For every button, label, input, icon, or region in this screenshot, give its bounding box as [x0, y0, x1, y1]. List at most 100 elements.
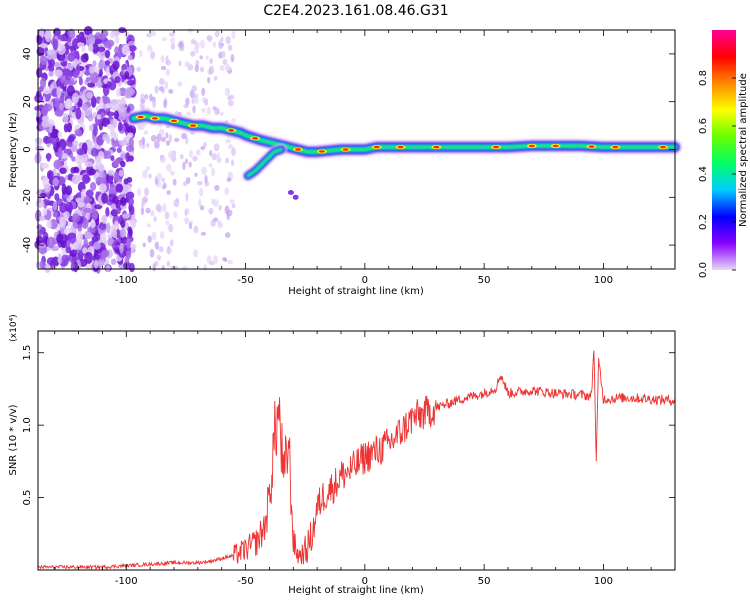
spectrogram-hotspot-core — [318, 150, 325, 153]
noise-blob — [231, 118, 236, 123]
noise-blob — [194, 96, 199, 105]
noise-blob — [169, 170, 175, 176]
noise-blob — [66, 85, 75, 97]
noise-blob — [128, 197, 134, 207]
noise-blob — [142, 195, 149, 204]
noise-blob — [34, 94, 44, 103]
noise-blob — [116, 88, 121, 98]
noise-blob — [73, 167, 80, 174]
noise-blob — [177, 81, 183, 87]
noise-blob — [116, 207, 121, 215]
spectrogram-hotspot-core — [137, 115, 144, 119]
noise-blob — [200, 39, 206, 49]
noise-blob — [149, 248, 155, 258]
spectrogram-hotspot-core — [342, 148, 349, 151]
colorbar: 0.0 0.2 0.4 0.6 0.8 Normalized spectral ampl… — [698, 30, 749, 278]
noise-blob — [203, 264, 207, 272]
noise-blob — [107, 169, 115, 176]
noise-blob — [204, 175, 208, 184]
noise-blob — [57, 253, 62, 265]
noise-blob — [77, 42, 85, 48]
noise-blob — [89, 219, 96, 229]
noise-blob — [185, 97, 190, 106]
noise-blob — [91, 211, 98, 221]
noise-blob — [158, 246, 163, 252]
noise-blob — [105, 206, 110, 217]
noise-blob — [113, 171, 120, 182]
noise-blob — [46, 169, 54, 180]
noise-blob — [111, 140, 120, 148]
snr-y-multiplier: (x10⁴) — [9, 314, 19, 341]
noise-blob — [56, 86, 62, 98]
noise-blob — [93, 241, 101, 250]
spectrogram-isolated-blob — [287, 190, 294, 196]
spectrogram-x-tick-label: -50 — [237, 275, 253, 286]
noise-blob — [174, 137, 180, 142]
noise-blob — [139, 102, 145, 110]
noise-blob — [48, 71, 54, 77]
noise-blob — [162, 203, 167, 213]
noise-blob — [208, 66, 212, 75]
snr-series-line — [37, 350, 676, 571]
noise-blob — [86, 140, 93, 149]
noise-blob — [66, 122, 73, 133]
noise-blob — [160, 65, 167, 71]
noise-blob — [166, 246, 172, 255]
noise-blob — [48, 123, 53, 134]
noise-blob — [61, 183, 67, 196]
noise-blob — [196, 180, 203, 186]
noise-blob — [76, 148, 86, 156]
noise-blob — [138, 50, 143, 58]
noise-blob — [221, 50, 226, 59]
noise-blob — [192, 105, 196, 114]
noise-blob — [187, 63, 193, 69]
noise-blob — [54, 109, 64, 117]
spectrogram-hotspot-core — [373, 145, 380, 149]
noise-blob — [182, 161, 186, 171]
noise-blob — [152, 99, 157, 109]
noise-blob — [213, 217, 219, 222]
noise-blob — [201, 166, 207, 175]
noise-blob — [150, 209, 155, 217]
noise-blob — [184, 158, 189, 165]
noise-blob — [118, 112, 127, 121]
spectrogram-trace — [126, 109, 682, 200]
noise-blob — [190, 50, 196, 57]
noise-blob — [204, 98, 209, 106]
noise-blob — [39, 42, 49, 49]
noise-blob — [44, 183, 51, 193]
noise-blob — [227, 259, 233, 265]
noise-blob — [125, 238, 131, 249]
noise-blob — [39, 260, 45, 270]
noise-blob — [114, 35, 120, 44]
noise-blob — [123, 261, 131, 270]
noise-blob — [39, 55, 48, 66]
noise-blob — [145, 207, 151, 214]
noise-blob — [194, 64, 199, 73]
noise-blob — [181, 265, 188, 271]
spectrogram-hotspot-core — [295, 148, 302, 151]
noise-blob — [52, 211, 59, 218]
noise-blob — [115, 183, 124, 193]
noise-blob — [70, 261, 76, 272]
noise-blob — [208, 163, 213, 168]
noise-blob — [230, 159, 235, 167]
noise-blob — [60, 254, 69, 267]
noise-blob — [192, 155, 198, 162]
noise-blob — [165, 68, 170, 77]
noise-blob — [46, 137, 53, 144]
noise-blob — [178, 40, 183, 49]
noise-blob — [89, 71, 99, 84]
noise-blob — [195, 149, 201, 156]
noise-blob — [116, 147, 122, 153]
noise-blob — [95, 176, 104, 186]
noise-blob — [140, 93, 145, 101]
noise-blob — [230, 54, 235, 63]
noise-blob — [46, 236, 56, 249]
noise-blob — [119, 243, 124, 254]
noise-blob — [151, 231, 157, 241]
noise-blob — [199, 66, 205, 73]
noise-blob — [65, 185, 73, 196]
spectrogram-x-tick-label: -100 — [115, 275, 138, 286]
